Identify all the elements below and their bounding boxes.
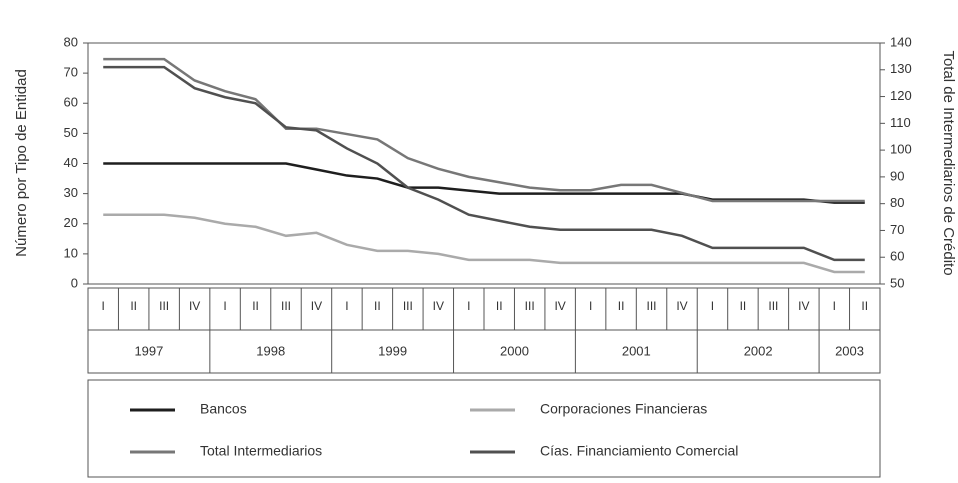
- year-label: 1997: [134, 343, 163, 358]
- x-tick-label: IV: [189, 299, 200, 313]
- y2-tick-label: 110: [890, 115, 911, 130]
- x-tick-label: III: [403, 299, 413, 313]
- year-label: 2003: [835, 343, 864, 358]
- y2-tick-label: 50: [890, 275, 904, 290]
- x-tick-label: III: [525, 299, 535, 313]
- y2-tick-label: 80: [890, 195, 904, 210]
- x-tick-label: I: [467, 299, 470, 313]
- x-tick-label: IV: [311, 299, 322, 313]
- y2-axis-label: Total de Intermediarios de Crédito: [940, 50, 957, 275]
- series-line: [103, 213, 865, 274]
- x-tick-label: I: [345, 299, 348, 313]
- legend-frame: [87, 379, 881, 478]
- legend-label: Bancos: [200, 401, 247, 417]
- y-tick-label: 40: [64, 155, 78, 170]
- x-tick-label: III: [159, 299, 169, 313]
- year-label: 2002: [744, 343, 773, 358]
- x-tick-label: III: [768, 299, 778, 313]
- x-tick-label: II: [740, 299, 747, 313]
- x-tick-label: I: [833, 299, 836, 313]
- y-tick-label: 20: [64, 215, 78, 230]
- y-tick-label: 70: [64, 65, 78, 80]
- x-tick-label: II: [130, 299, 137, 313]
- x-tick-label: II: [861, 299, 868, 313]
- y2-tick-label: 70: [890, 222, 904, 237]
- y-tick-label: 10: [64, 245, 78, 260]
- x-tick-label: II: [496, 299, 503, 313]
- x-tick-label: III: [647, 299, 657, 313]
- year-label: 2000: [500, 343, 529, 358]
- y2-tick-label: 100: [890, 142, 912, 157]
- x-tick-label: IV: [798, 299, 809, 313]
- legend-label: Corporaciones Financieras: [540, 401, 707, 417]
- y2-tick-label: 130: [890, 61, 912, 76]
- y-tick-label: 60: [64, 95, 78, 110]
- y2-tick-label: 90: [890, 168, 904, 183]
- x-tick-label: II: [252, 299, 259, 313]
- y2-tick-label: 120: [890, 88, 912, 103]
- x-tick-label: I: [711, 299, 714, 313]
- x-tick-label: I: [589, 299, 592, 313]
- year-label: 1998: [256, 343, 285, 358]
- series-line: [103, 65, 865, 262]
- x-tick-label: I: [102, 299, 105, 313]
- year-label: 1999: [378, 343, 407, 358]
- x-tick-label: IV: [676, 299, 687, 313]
- series-line: [103, 162, 865, 204]
- x-tick-label: IV: [433, 299, 444, 313]
- x-tick-label: I: [223, 299, 226, 313]
- series-line: [103, 57, 865, 203]
- x-tick-label: II: [618, 299, 625, 313]
- y-tick-label: 50: [64, 125, 78, 140]
- x-tick-label: IV: [554, 299, 565, 313]
- legend-label: Cías. Financiamiento Comercial: [540, 443, 738, 459]
- y-axis-label: Número por Tipo de Entidad: [13, 69, 30, 257]
- year-label: 2001: [622, 343, 651, 358]
- y2-tick-label: 60: [890, 249, 904, 264]
- x-tick-label: III: [281, 299, 291, 313]
- y-tick-label: 0: [71, 275, 78, 290]
- legend-label: Total Intermediarios: [200, 443, 322, 459]
- x-tick-label: II: [374, 299, 381, 313]
- y-tick-label: 80: [64, 34, 78, 49]
- y-tick-label: 30: [64, 185, 78, 200]
- y2-tick-label: 140: [890, 34, 912, 49]
